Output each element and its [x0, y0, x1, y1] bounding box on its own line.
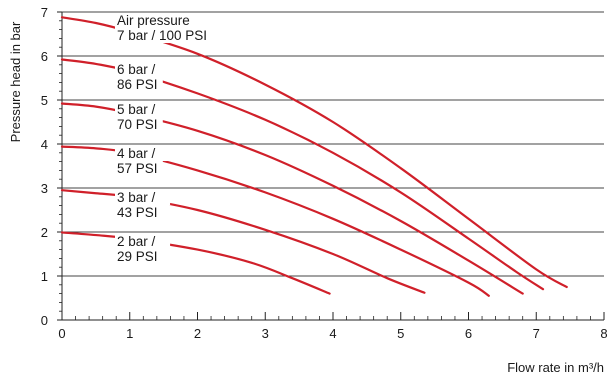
series-label-bg: [115, 205, 163, 220]
series-label-bg: [115, 117, 163, 132]
series-label-bg: [115, 77, 163, 92]
series-label-bg: [115, 234, 171, 249]
series-label: 86 PSI: [117, 77, 158, 92]
y-axis-label: Pressure head in bar: [8, 21, 23, 142]
x-tick-label: 3: [262, 326, 269, 341]
gridlines: [62, 11, 604, 277]
series-label-bg: [115, 249, 163, 264]
series-label: 29 PSI: [117, 249, 158, 264]
series-label-bg: [115, 161, 163, 176]
x-tick-label: 6: [465, 326, 472, 341]
axes: 0 1 2 3 4 5 6 7 0 1 2 3 4 5 6 7 8: [41, 5, 608, 341]
series-line: [60, 145, 490, 297]
series-label: 5 bar /: [117, 102, 156, 117]
series-line: [60, 102, 524, 295]
series-label-bg: [115, 13, 207, 28]
y-tick-label: 6: [41, 49, 48, 64]
x-tick-label: 4: [329, 326, 336, 341]
y-tick-label: 1: [41, 269, 48, 284]
series-line: [60, 231, 331, 295]
x-tick-label: 0: [58, 326, 65, 341]
series-label: Air pressure: [117, 13, 190, 28]
x-tick-label: 8: [600, 326, 607, 341]
series-label-bg: [115, 190, 171, 205]
y-tick-label: 7: [41, 5, 48, 20]
x-tick-label: 1: [126, 326, 133, 341]
series-line: [60, 189, 426, 294]
x-tick-label: 2: [194, 326, 201, 341]
series-label: 7 bar / 100 PSI: [117, 28, 207, 43]
y-tick-label: 5: [41, 93, 48, 108]
series-label: 70 PSI: [117, 117, 158, 132]
x-axis-label: Flow rate in m³/h: [507, 360, 604, 375]
series-label: 6 bar /: [117, 62, 156, 77]
series-label-bg: [115, 62, 171, 77]
series-label: 2 bar /: [117, 234, 156, 249]
x-tick-label: 5: [397, 326, 404, 341]
series-label: 4 bar /: [117, 146, 156, 161]
y-tick-label: 2: [41, 225, 48, 240]
series-label-bg: [115, 146, 171, 161]
series-label: 57 PSI: [117, 161, 158, 176]
series-label: 43 PSI: [117, 205, 158, 220]
series-label-bg: [115, 102, 171, 117]
series-line: [60, 58, 545, 291]
y-tick-label: 4: [41, 137, 48, 152]
series-label-bg: [115, 28, 229, 43]
x-tick-label: 7: [533, 326, 540, 341]
y-tick-label: 3: [41, 181, 48, 196]
series-label: 3 bar /: [117, 190, 156, 205]
y-tick-label: 0: [41, 313, 48, 328]
